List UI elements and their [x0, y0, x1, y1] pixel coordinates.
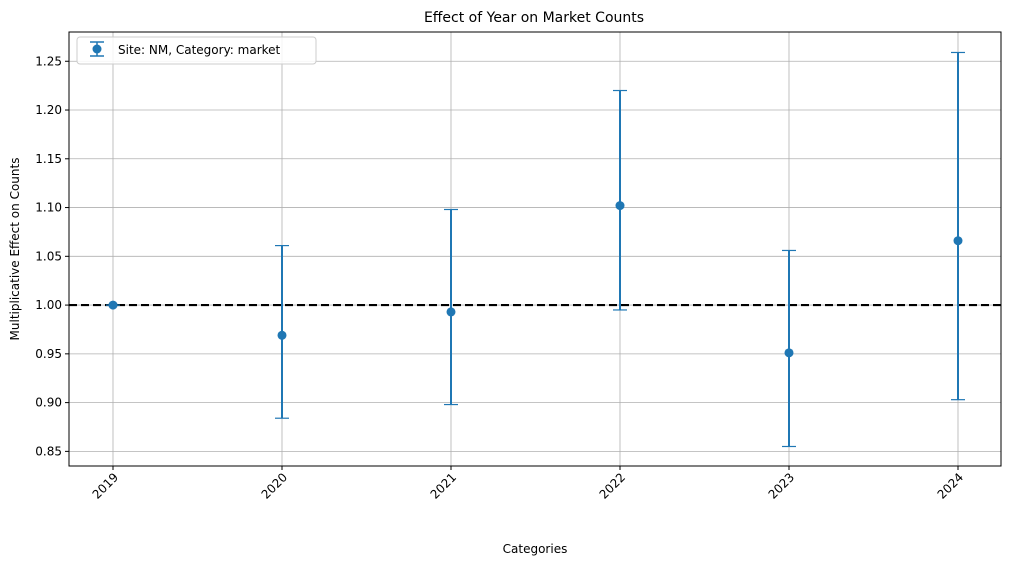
- y-tick-label: 1.00: [35, 298, 62, 312]
- y-tick-label: 1.25: [35, 54, 62, 68]
- chart-title: Effect of Year on Market Counts: [424, 10, 644, 26]
- x-tick-label: 2019: [90, 470, 121, 501]
- legend-errorbar-icon: [90, 41, 104, 57]
- x-tick-label: 2020: [259, 470, 290, 501]
- x-tick-label: 2021: [428, 470, 459, 501]
- y-tick-label: 0.85: [35, 444, 62, 458]
- x-axis-ticks: 2019 2020 2021 2022 2023 2024: [90, 466, 966, 502]
- y-tick-label: 0.90: [35, 396, 62, 410]
- grid-lines: [69, 32, 1001, 466]
- data-points: [108, 201, 963, 358]
- data-point: [446, 307, 456, 317]
- data-point: [108, 300, 118, 310]
- data-point: [953, 236, 963, 246]
- y-tick-label: 1.05: [35, 249, 62, 263]
- x-axis-label: Categories: [503, 542, 568, 556]
- error-bars: [106, 51, 965, 448]
- plot-area-frame: [68, 31, 1002, 467]
- y-tick-label: 1.20: [35, 103, 62, 117]
- y-axis-ticks: 0.85 0.90 0.95 1.00 1.05 1.10 1.15 1.20 1.25: [35, 54, 69, 458]
- data-point: [784, 348, 794, 358]
- legend-label: Site: NM, Category: market: [118, 43, 281, 57]
- data-point: [277, 330, 287, 340]
- y-tick-label: 1.10: [35, 201, 62, 215]
- data-point: [615, 201, 625, 211]
- y-axis-label: Multiplicative Effect on Counts: [8, 158, 22, 341]
- y-tick-label: 1.15: [35, 152, 62, 166]
- y-tick-label: 0.95: [35, 347, 62, 361]
- x-tick-label: 2024: [935, 470, 966, 501]
- legend-box: [76, 36, 317, 65]
- x-tick-label: 2023: [766, 470, 797, 501]
- x-tick-label: 2022: [597, 470, 628, 501]
- legend: Site: NM, Category: market: [76, 36, 317, 65]
